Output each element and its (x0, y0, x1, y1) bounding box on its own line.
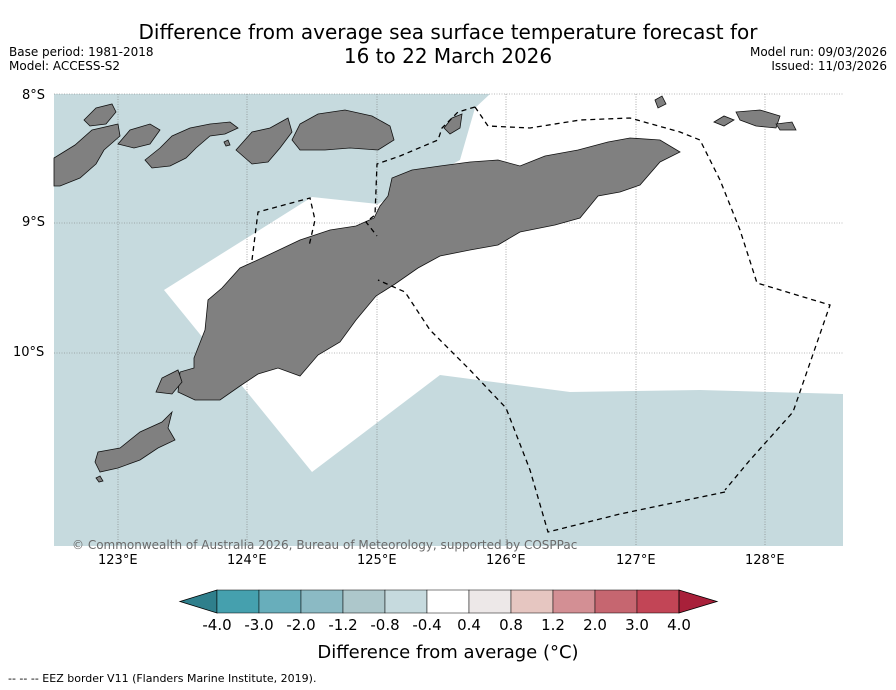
model-run: Model run: 09/03/2026 (749, 45, 887, 59)
adonara-island (117, 123, 161, 149)
colorbar-segment (258, 589, 302, 614)
lon-label: 125°E (357, 553, 397, 568)
colorbar-segment (384, 589, 428, 614)
lembata-island (144, 121, 239, 169)
pantar-island (83, 103, 117, 127)
colorbar-tick: -4.0 (202, 616, 232, 634)
semau-island (155, 369, 183, 395)
colorbar-extend-high (678, 589, 719, 614)
lon-label: 127°E (616, 553, 656, 568)
lat-label: 9°S (22, 215, 46, 230)
colorbar-tick: 1.2 (541, 616, 565, 634)
colorbar-tick: -1.2 (328, 616, 358, 634)
colorbar-tick: -3.0 (244, 616, 274, 634)
colorbar-extend-low (178, 589, 218, 614)
lat-label: 10°S (13, 345, 45, 360)
copyright-text: © Commonwealth of Australia 2026, Bureau… (72, 538, 577, 552)
chart-title-line1: Difference from average sea surface temp… (138, 20, 758, 44)
ndao-island (95, 475, 104, 483)
colorbar-segment (468, 589, 512, 614)
leti-island (713, 115, 735, 127)
chart-title-line2: 16 to 22 March 2026 (343, 44, 553, 68)
lon-label: 123°E (98, 553, 138, 568)
colorbar-tick: 2.0 (583, 616, 607, 634)
colorbar-segment (552, 589, 596, 614)
colorbar (178, 589, 719, 614)
lon-label: 124°E (227, 553, 267, 568)
lon-label: 128°E (745, 553, 785, 568)
colorbar-tick: -2.0 (286, 616, 316, 634)
eez-legend-note: -- -- -- EEZ border V11 (Flanders Marine… (8, 672, 317, 685)
land-masses (53, 95, 797, 483)
colorbar-segment (342, 589, 386, 614)
colorbar-tick: 4.0 (667, 616, 691, 634)
lon-label: 126°E (486, 553, 526, 568)
colorbar-tick: -0.8 (370, 616, 400, 634)
colorbar-title: Difference from average (°C) (317, 642, 579, 663)
colorbar-segment (594, 589, 638, 614)
colorbar-tick: 0.4 (457, 616, 481, 634)
wetar-island (291, 109, 395, 151)
lakor-island (775, 121, 797, 131)
issued-date: Issued: 11/03/2026 (771, 59, 887, 73)
base-period: Base period: 1981-2018 (9, 45, 154, 59)
lat-label: 8°S (22, 88, 46, 103)
kisar-island (654, 95, 667, 109)
colorbar-segment (636, 589, 680, 614)
timor-island (177, 137, 681, 401)
sst-anomaly-map: © Commonwealth of Australia 2026, Bureau… (53, 93, 843, 552)
colorbar-segment (300, 589, 344, 614)
eez-border (251, 106, 831, 533)
colorbar-segment (216, 589, 260, 614)
rote-island (94, 410, 176, 473)
colorbar-segment (510, 589, 554, 614)
colorbar-segment (426, 589, 470, 614)
alor-island (235, 117, 293, 165)
flores-island-west (53, 123, 121, 187)
colorbar-tick: 0.8 (499, 616, 523, 634)
colorbar-tick: 3.0 (625, 616, 649, 634)
moa-island (735, 109, 781, 129)
colorbar-tick: -0.4 (412, 616, 442, 634)
neutral-anomaly-region (164, 94, 843, 472)
model-name: Model: ACCESS-S2 (9, 59, 121, 73)
liran-island (223, 139, 231, 147)
